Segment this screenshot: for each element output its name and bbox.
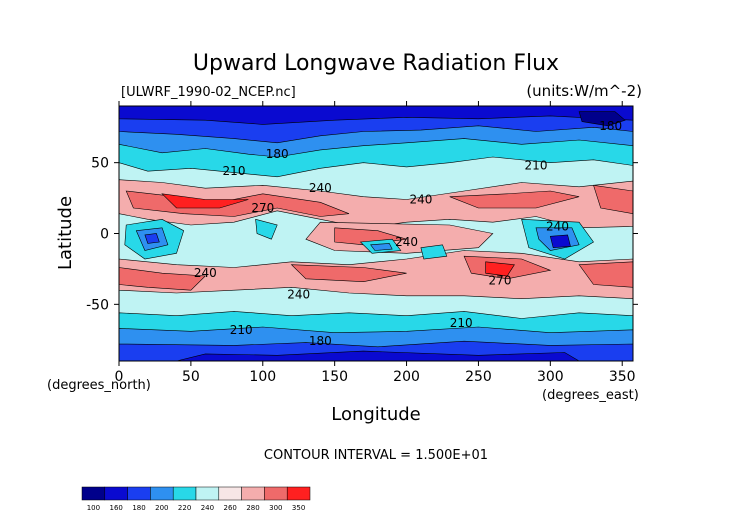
colorbar-swatch [172,486,197,501]
colorbar: 100 160 180 200 220 240 260 280 300 350 [81,486,311,512]
colorbar-label: 260 [224,504,237,512]
band-north-160 [119,106,633,125]
convection-pacific-b [370,243,393,251]
colorbar-label: 280 [246,504,259,512]
convection-samerica-c [549,234,571,249]
contour-label: 270 [251,201,274,215]
x-tick-label: 100 [249,369,276,385]
x-unit-note: (degrees_east) [542,388,639,403]
colorbar-swatch [81,486,106,501]
contour-label: 240 [409,193,432,207]
colorbar-label: 240 [201,504,214,512]
contour-label: 240 [287,287,310,301]
y-axis: 50 0 -50 [86,156,638,313]
colorbar-swatch [264,486,288,501]
y-unit-note: (degrees_north) [47,378,151,393]
contour-label: 210 [223,164,246,178]
units-label: (units:W/m^-2) [526,82,642,100]
contour-label: 240 [546,219,569,233]
contour-label: 240 [309,181,332,195]
x-axis: 0 50 100 150 200 250 300 350 [115,101,636,385]
warm-south-280 [119,267,206,291]
colorbar-label: 350 [292,504,305,512]
contour-label: 240 [395,235,418,249]
contour-label: 210 [230,323,253,337]
contour-label: 210 [450,316,473,330]
colorbar-swatch [241,486,265,501]
colorbar-swatch [286,486,311,501]
chart-title: Upward Longwave Radiation Flux [193,51,559,76]
convection-pacific-c [420,244,448,260]
y-tick-label: -50 [86,297,109,313]
warm-south-280-d [578,261,633,288]
colorbar-swatch [218,486,242,501]
x-axis-label: Longitude [331,404,421,425]
contour-labels: 180 180 210 210 240 240 240 240 240 240 270 270 210 2… [194,119,622,348]
file-label: [ULWRF_1990-02_NCEP.nc] [121,85,296,100]
contour-label: 180 [599,119,622,133]
x-tick-label: 50 [182,369,200,385]
x-tick-label: 150 [321,369,348,385]
x-tick-label: 300 [537,369,564,385]
colorbar-label: 220 [178,504,191,512]
radiation-field [119,106,633,361]
y-axis-label: Latitude [55,196,76,270]
convection-africa-c [144,233,160,244]
contour-interval: CONTOUR INTERVAL = 1.500E+01 [264,448,488,463]
contour-label: 180 [266,147,289,161]
colorbar-swatch [150,486,174,501]
band-south-160 [176,350,580,361]
colorbar-label: 200 [155,504,168,512]
warm-north-300 [161,193,249,209]
colorbar-label: 300 [269,504,282,512]
x-tick-label: 250 [465,369,492,385]
colorbar-swatch [127,486,151,501]
x-tick-label: 200 [393,369,420,385]
colorbar-label: 100 [87,504,100,512]
cold-core-north [578,111,626,127]
colorbar-swatch [104,486,128,501]
contour-label: 210 [525,159,548,173]
warm-north-280-b [449,190,580,209]
warm-south-280-b [290,264,407,283]
x-tick-label: 350 [609,369,636,385]
convection-maritime [255,218,278,240]
colorbar-label: 180 [132,504,145,512]
colorbar-label: 160 [110,504,123,512]
contour-label: 240 [194,266,217,280]
warm-south-300 [485,261,515,277]
contour-label: 270 [489,273,512,287]
y-tick-label: 50 [91,156,109,172]
colorbar-swatch [195,486,220,501]
x-tick-label: 0 [115,369,124,385]
warm-north-280-c [593,184,633,215]
y-tick-label: 0 [100,227,109,243]
contour-label: 180 [309,334,332,348]
